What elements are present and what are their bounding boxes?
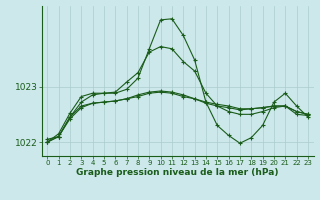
X-axis label: Graphe pression niveau de la mer (hPa): Graphe pression niveau de la mer (hPa) xyxy=(76,168,279,177)
